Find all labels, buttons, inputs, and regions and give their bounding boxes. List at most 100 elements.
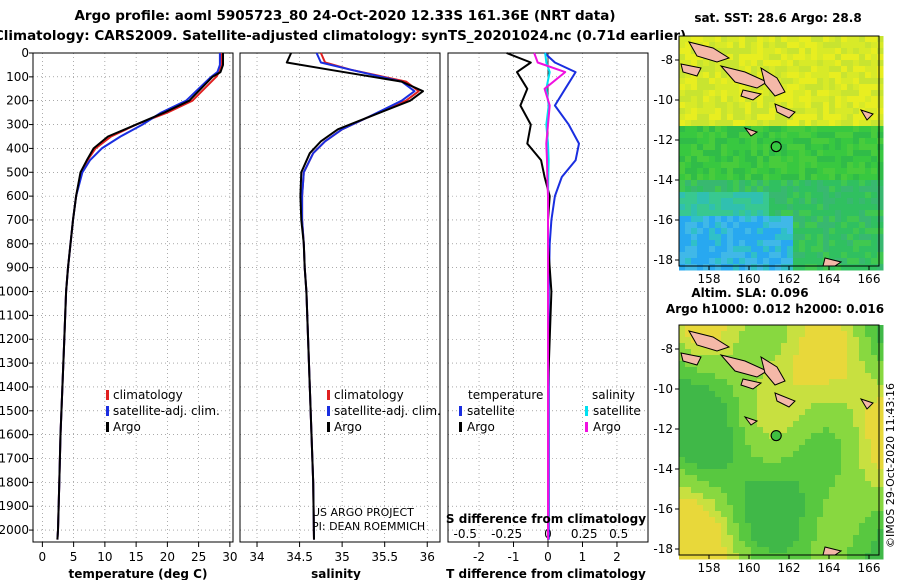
map-cell bbox=[859, 126, 866, 133]
map-cell bbox=[811, 42, 818, 49]
map-cell bbox=[745, 174, 752, 181]
map-cell bbox=[853, 397, 860, 404]
map-cell bbox=[757, 108, 764, 115]
map-cell bbox=[697, 120, 704, 127]
map-cell bbox=[757, 66, 764, 73]
map-cell bbox=[811, 144, 818, 151]
map-cell bbox=[763, 54, 770, 61]
map-cell bbox=[697, 72, 704, 79]
map-cell bbox=[865, 427, 872, 434]
map-cell bbox=[853, 150, 860, 157]
map-cell bbox=[793, 469, 800, 476]
map-cell bbox=[709, 361, 716, 368]
map-cell bbox=[805, 415, 812, 422]
map-cell bbox=[823, 48, 830, 55]
map-cell bbox=[691, 343, 698, 350]
map-cell bbox=[691, 391, 698, 398]
map-cell bbox=[757, 36, 764, 43]
map-cell bbox=[799, 216, 806, 223]
map-cell bbox=[841, 361, 848, 368]
map-cell bbox=[805, 138, 812, 145]
map-cell bbox=[703, 547, 710, 554]
map-cell bbox=[727, 174, 734, 181]
map-cell bbox=[805, 493, 812, 500]
map-cell bbox=[811, 553, 818, 560]
map-cell bbox=[697, 475, 704, 482]
map-cell bbox=[799, 120, 806, 127]
map-cell bbox=[859, 337, 866, 344]
map-cell bbox=[841, 379, 848, 386]
map-cell bbox=[745, 511, 752, 518]
map-cell bbox=[829, 457, 836, 464]
map-cell bbox=[787, 132, 794, 139]
map-cell bbox=[763, 331, 770, 338]
map-cell bbox=[817, 451, 824, 458]
map-cell bbox=[871, 174, 878, 181]
map-x-tick-label: 166 bbox=[858, 561, 881, 575]
map-cell bbox=[739, 481, 746, 488]
map-cell bbox=[793, 222, 800, 229]
map-cell bbox=[787, 547, 794, 554]
map-cell bbox=[775, 264, 782, 271]
map-cell bbox=[739, 228, 746, 235]
map-cell bbox=[727, 102, 734, 109]
map-cell bbox=[877, 337, 884, 344]
map-cell bbox=[847, 126, 854, 133]
map-cell bbox=[787, 48, 794, 55]
map-cell bbox=[823, 198, 830, 205]
map-cell bbox=[859, 529, 866, 536]
map-cell bbox=[697, 204, 704, 211]
map-cell bbox=[805, 331, 812, 338]
map-cell bbox=[691, 457, 698, 464]
map-cell bbox=[745, 168, 752, 175]
map-cell bbox=[817, 54, 824, 61]
map-cell bbox=[703, 246, 710, 253]
map-cell bbox=[829, 246, 836, 253]
map-cell bbox=[763, 481, 770, 488]
map-cell bbox=[757, 246, 764, 253]
island-shape bbox=[743, 416, 759, 426]
map-cell bbox=[799, 451, 806, 458]
map-cell bbox=[775, 541, 782, 548]
map-cell bbox=[751, 403, 758, 410]
map-cell bbox=[721, 451, 728, 458]
map-cell bbox=[799, 343, 806, 350]
map-cell bbox=[715, 84, 722, 91]
map-cell bbox=[799, 258, 806, 265]
s-difference-axis-label: S difference from climatology bbox=[446, 512, 646, 526]
map-cell bbox=[793, 132, 800, 139]
map-cell bbox=[679, 222, 686, 229]
map-cell bbox=[745, 439, 752, 446]
map-cell bbox=[841, 96, 848, 103]
map-cell bbox=[877, 174, 884, 181]
island-shape bbox=[760, 66, 786, 97]
map-cell bbox=[703, 553, 710, 560]
island-shape bbox=[760, 355, 786, 386]
map-cell bbox=[829, 523, 836, 530]
map-cell bbox=[697, 96, 704, 103]
map-cell bbox=[697, 174, 704, 181]
map-cell bbox=[733, 102, 740, 109]
map-cell bbox=[793, 349, 800, 356]
map-cell bbox=[709, 198, 716, 205]
map-cell bbox=[697, 168, 704, 175]
map-cell bbox=[721, 222, 728, 229]
map-y-tick-label: -18 bbox=[653, 253, 673, 267]
map-cell bbox=[751, 138, 758, 145]
map-cell bbox=[739, 427, 746, 434]
map-cell bbox=[871, 403, 878, 410]
map-cell bbox=[709, 367, 716, 374]
map-cell bbox=[751, 337, 758, 344]
map-cell bbox=[745, 391, 752, 398]
map-cell bbox=[817, 60, 824, 67]
map-cell bbox=[763, 168, 770, 175]
salinity-axis-label: salinity bbox=[311, 567, 361, 580]
map-y-tick-label: -14 bbox=[653, 173, 673, 187]
map-cell bbox=[769, 246, 776, 253]
map-cell bbox=[727, 529, 734, 536]
map-cell bbox=[691, 325, 698, 332]
map-cell bbox=[781, 481, 788, 488]
map-cell bbox=[787, 505, 794, 512]
map-cell bbox=[715, 331, 722, 338]
map-cell bbox=[781, 379, 788, 386]
